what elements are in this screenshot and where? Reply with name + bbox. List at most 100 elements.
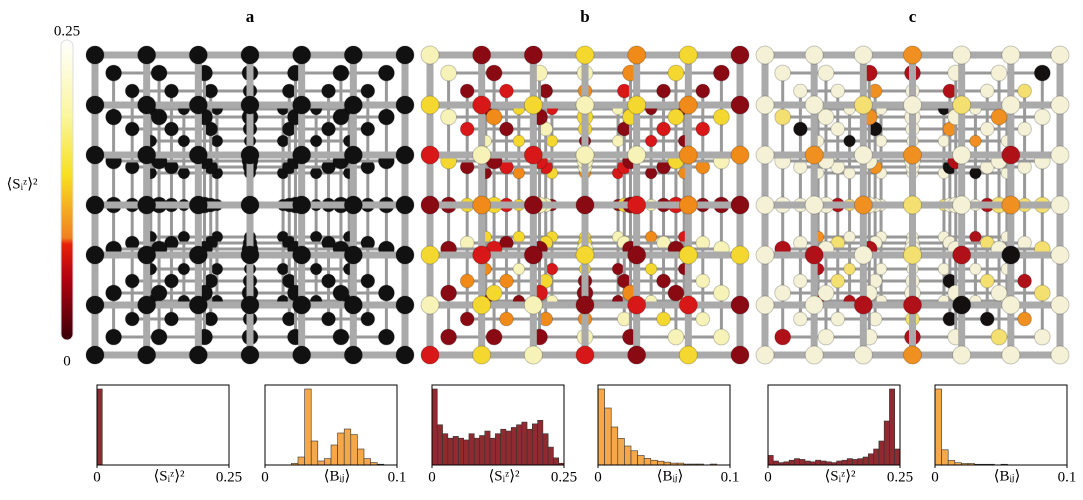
lattice-sphere <box>853 245 873 265</box>
histogram-bar <box>788 459 795 466</box>
lattice-sphere <box>678 345 698 365</box>
lattice-sphere <box>124 273 140 289</box>
histogram-bar <box>643 458 652 466</box>
lattice-sphere <box>874 134 888 148</box>
lattice-sphere <box>137 345 157 365</box>
lattice-sphere <box>678 245 698 265</box>
lattice-sphere <box>512 166 526 180</box>
lattice-sphere <box>343 245 363 265</box>
lattice-sphere <box>523 95 543 115</box>
histogram-bar <box>317 460 325 466</box>
lattice-sphere <box>459 273 475 289</box>
lattice-sphere <box>644 166 658 180</box>
lattice-sphere <box>124 311 140 327</box>
histogram-bar <box>537 419 544 466</box>
lattice-sphere <box>774 328 792 346</box>
lattice-sphere <box>774 284 792 302</box>
x-tick-label: 0.1 <box>1058 469 1077 485</box>
histogram-bar <box>841 459 848 466</box>
lattice-sphere <box>644 134 658 148</box>
x-tick-label: 0 <box>93 469 101 485</box>
lattice-sphere <box>874 262 888 276</box>
lattice-sphere <box>817 64 835 82</box>
histogram-bar <box>431 388 438 466</box>
lattice-sphere <box>440 284 458 302</box>
lattice-sphere <box>990 108 1008 126</box>
lattice-sphere <box>523 45 543 65</box>
plot-frame <box>431 384 565 466</box>
lattice-sphere <box>952 95 972 115</box>
lattice-sphere <box>210 262 224 276</box>
lattice-sphere <box>730 145 750 165</box>
panel-label: c <box>909 7 917 26</box>
lattice-sphere <box>627 295 647 315</box>
lattice-sphere <box>644 230 658 244</box>
lattice-sphere <box>420 195 440 215</box>
lattice-sphere <box>793 121 808 137</box>
lattice-sphere <box>575 95 595 115</box>
histogram-bar <box>484 430 491 466</box>
histogram-bar <box>468 433 475 466</box>
histogram-bar <box>637 455 645 466</box>
lattice-sphere <box>292 345 312 365</box>
lattice-sphere <box>990 284 1008 302</box>
histogram-bar <box>357 448 365 466</box>
lattice-sphere <box>903 195 922 215</box>
lattice-sphere <box>499 121 514 137</box>
panel-label: b <box>580 7 589 26</box>
lattice-sphere <box>804 345 824 365</box>
lattice-sphere <box>830 273 846 289</box>
histogram-bar <box>597 388 605 466</box>
histogram-bar <box>463 439 470 466</box>
histogram-bar <box>947 460 956 466</box>
lattice-sphere <box>712 284 730 302</box>
lattice-sphere <box>1001 295 1021 315</box>
lattice-sphere <box>332 108 350 126</box>
lattice-sphere <box>472 95 492 115</box>
lattice-sphere <box>830 121 846 137</box>
x-tick-label: 0 <box>261 469 269 485</box>
lattice-sphere <box>485 284 503 302</box>
lattice-sphere <box>1050 95 1070 115</box>
lattice-sphere <box>656 121 671 137</box>
lattice-sphere <box>188 245 208 265</box>
lattice-sphere <box>137 95 157 115</box>
lattice-sphere <box>309 166 323 180</box>
lattice-sphere <box>395 295 415 315</box>
lattices <box>85 45 1070 365</box>
plot-frame <box>597 384 731 466</box>
lattice-sphere <box>695 121 711 137</box>
lattice-sphere <box>793 311 808 327</box>
x-tick-label: 0 <box>931 469 939 485</box>
lattice-sphere <box>420 245 440 265</box>
lattice-sphere <box>105 108 123 126</box>
lattice-sphere <box>575 195 595 215</box>
histogram-bar <box>505 430 512 466</box>
lattice-sphere <box>240 145 260 165</box>
lattice-sphere <box>188 45 208 65</box>
lattice-sphere <box>321 273 336 289</box>
histogram-bar <box>452 436 459 466</box>
lattice-sphere <box>124 121 140 137</box>
histogram-bar <box>350 434 358 466</box>
lattice-sphere <box>656 311 671 327</box>
lattice-sphere <box>343 295 363 315</box>
lattice-sphere <box>678 295 698 315</box>
lattice-sphere <box>990 64 1008 82</box>
lattice-sphere <box>459 121 475 137</box>
lattice-sphere <box>1050 145 1070 165</box>
lattice-sphere <box>952 195 972 215</box>
lattice-sphere <box>755 45 775 65</box>
lattice-sphere <box>105 64 123 82</box>
lattice-sphere <box>177 262 191 276</box>
lattice-sphere <box>1001 45 1021 65</box>
lattice-sphere <box>137 295 157 315</box>
lattice-sphere <box>188 95 208 115</box>
lattice-sphere <box>843 134 856 148</box>
lattice-sphere <box>360 83 376 99</box>
lattice-sphere <box>343 145 363 165</box>
histogram-bar <box>96 388 103 466</box>
lattice-sphere <box>843 230 856 244</box>
lattice-sphere <box>459 311 475 327</box>
lattice-sphere <box>969 134 982 148</box>
